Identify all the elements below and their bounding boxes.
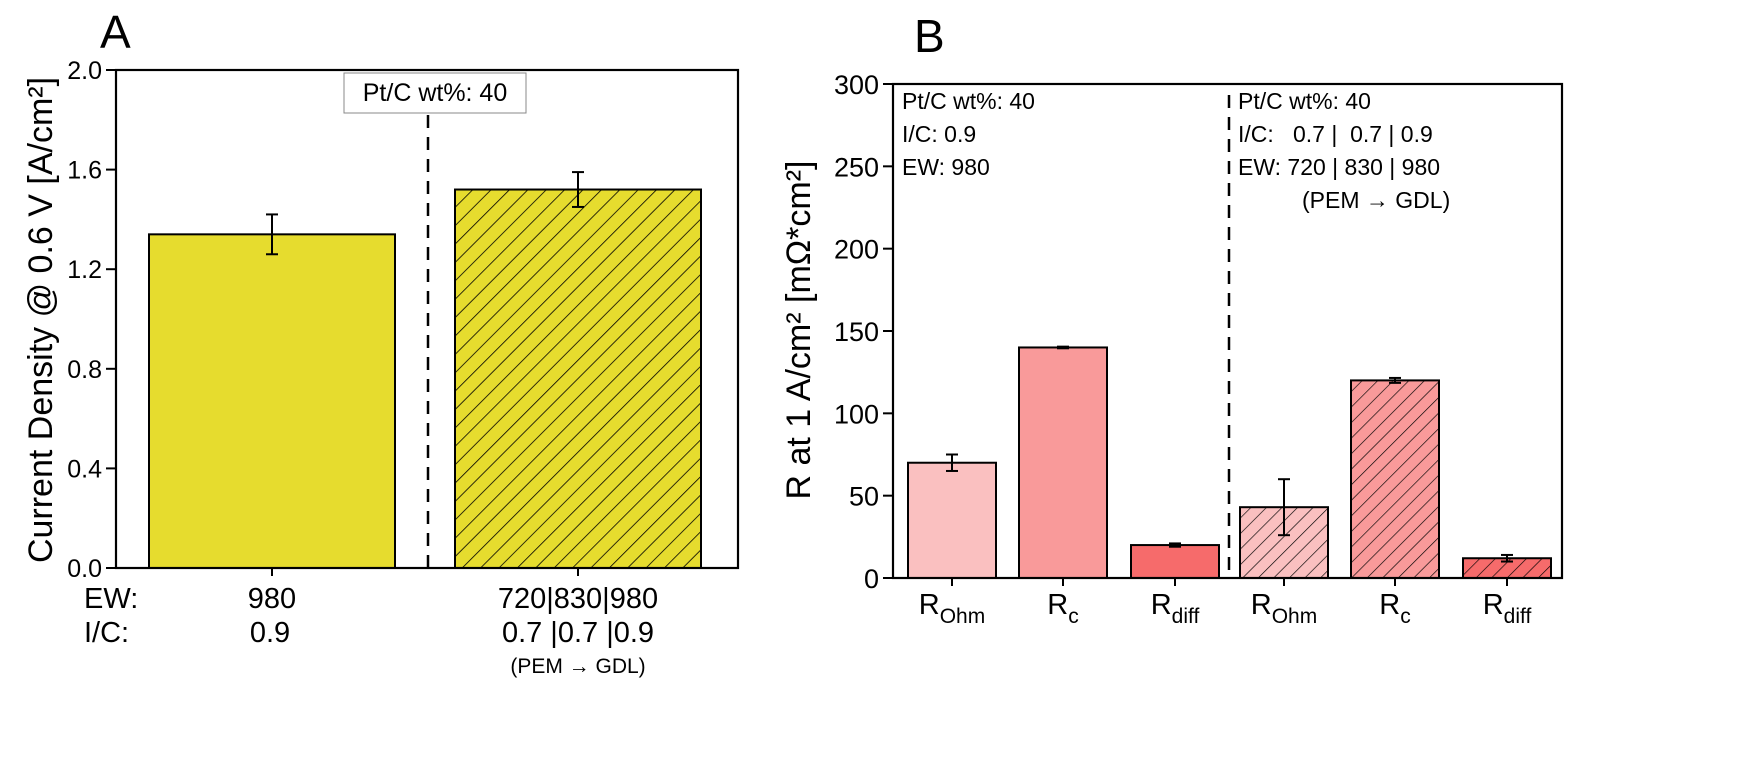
panel-b-right-note-ew: EW: 720 | 830 | 980: [1238, 154, 1440, 180]
panel-b-bar: [907, 461, 997, 580]
panel-a-ytick-label: 0.8: [67, 356, 102, 384]
panel-a-cat2-direction: (PEM → GDL): [510, 655, 645, 678]
panel-b-ytick-label: 150: [834, 317, 879, 347]
panel-b-ytick-label: 200: [834, 235, 879, 265]
panel-a-ytick-label: 2.0: [67, 57, 102, 85]
panel-b-y-axis-label: R at 1 A/cm² [mΩ*cm²]: [780, 160, 818, 499]
panel-b-ytick-label: 100: [834, 399, 879, 429]
panel-b-bar: [1018, 346, 1108, 580]
panel-a-row-label-ew: EW:: [84, 583, 138, 615]
panel-a-ytick-label: 1.6: [67, 157, 102, 185]
panel-a-annotation: Pt/C wt%: 40: [363, 79, 508, 107]
panel-b-category-label: Rc: [1379, 589, 1410, 628]
panel-b-bar: [1130, 544, 1220, 579]
panel-a-bars: [148, 171, 702, 570]
panel-b-category-label: ROhm: [1251, 589, 1317, 628]
panel-b-right-note-ic: I/C: 0.7 | 0.7 | 0.9: [1238, 121, 1433, 147]
panel-a-bar: [148, 233, 396, 569]
panel-a-ytick-label: 0.4: [67, 455, 102, 483]
panel-a-plot-frame: [114, 68, 740, 570]
panel-b: B R at 1 A/cm² [mΩ*cm²] 0 50 100 150 200 250 3…: [780, 10, 1564, 628]
panel-a-y-axis-label: Current Density @ 0.6 V [A/cm²]: [22, 77, 60, 563]
panel-a-row-label-ic: I/C:: [84, 617, 129, 649]
panel-b-category-label: Rdiff: [1483, 589, 1532, 628]
panel-a-annotation-box: [343, 72, 527, 114]
panel-b-y-ticks: 0 50 100 150 200 250 300: [834, 70, 1508, 594]
panel-a-y-ticks: 0.0 0.4 0.8 1.2 1.6 2.0: [67, 57, 579, 583]
panel-a-bar: [454, 188, 702, 570]
panel-a-label: A: [100, 6, 131, 58]
panel-b-plot-frame: [891, 82, 1564, 580]
panel-a: A Current Density @ 0.6 V [A/cm²] 0.0 0.4…: [22, 6, 740, 678]
panel-b-ytick-label: 250: [834, 152, 879, 182]
panel-a-ytick-label: 0.0: [67, 555, 102, 583]
panel-b-category-label: Rdiff: [1151, 589, 1200, 628]
panel-b-ytick-label: 300: [834, 70, 879, 100]
panel-b-ytick-label: 50: [849, 482, 879, 512]
panel-a-ytick-label: 1.2: [67, 256, 102, 284]
panel-a-cat2-ew: 720|830|980: [498, 583, 658, 615]
panel-b-category-label: ROhm: [919, 589, 985, 628]
panel-b-label: B: [914, 10, 945, 62]
panel-b-category-labels: ROhm Rc Rdiff ROhm Rc Rdiff: [919, 589, 1532, 628]
panel-b-ytick-label: 0: [864, 564, 879, 594]
panel-b-left-note-ic: I/C: 0.9: [902, 121, 976, 147]
panel-a-cat2-ic: 0.7 |0.7 |0.9: [502, 617, 654, 649]
panel-b-left-note-ew: EW: 980: [902, 154, 990, 180]
panel-b-right-note-ptc: Pt/C wt%: 40: [1238, 88, 1371, 114]
panel-b-category-label: Rc: [1047, 589, 1078, 628]
panel-a-cat1-ic: 0.9: [250, 617, 290, 649]
panel-b-left-note-ptc: Pt/C wt%: 40: [902, 88, 1035, 114]
panel-a-cat1-ew: 980: [248, 583, 296, 615]
panel-b-bar: [1350, 379, 1440, 579]
panel-b-bars: [907, 345, 1552, 580]
panel-b-right-note-direction: (PEM → GDL): [1302, 187, 1450, 213]
